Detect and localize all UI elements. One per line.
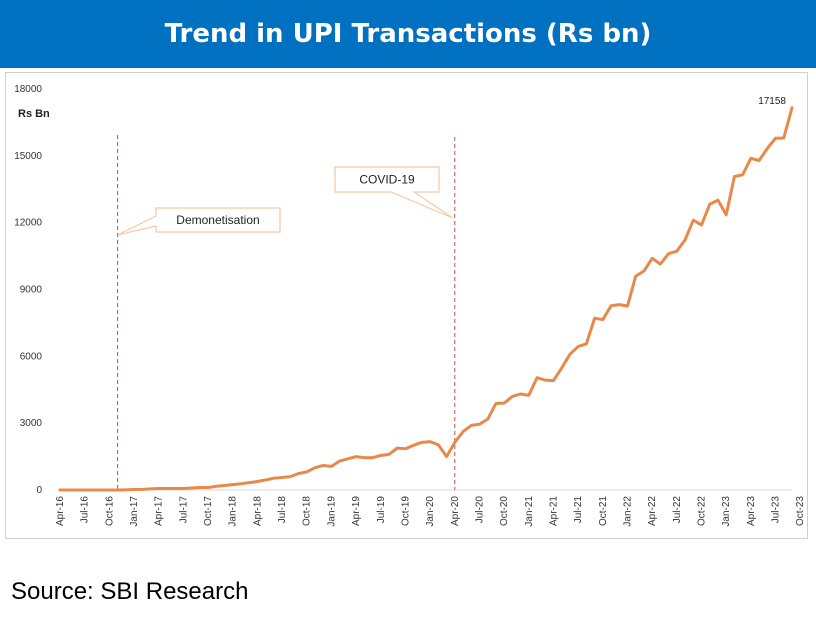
x-tick-label: Apr-20 bbox=[450, 496, 461, 526]
x-tick-label: Jul-20 bbox=[474, 496, 485, 524]
x-tick-label: Jan-22 bbox=[623, 496, 634, 527]
y-tick-label: 12000 bbox=[14, 218, 42, 229]
x-tick-label: Oct-22 bbox=[697, 496, 708, 526]
x-tick-label: Jul-22 bbox=[672, 496, 683, 524]
x-tick-label: Jan-18 bbox=[228, 496, 239, 527]
y-tick-label: 9000 bbox=[20, 285, 43, 296]
upi-line-chart: 0 3000 6000 9000 12000 15000 18000 Rs Bn Apr-16 J… bbox=[14, 84, 806, 527]
y-tick-label: 6000 bbox=[20, 351, 43, 362]
x-tick-label: Oct-18 bbox=[302, 496, 313, 526]
series-line bbox=[58, 106, 794, 492]
data-label: 17158 bbox=[758, 96, 786, 107]
x-tick-label: Jan-17 bbox=[129, 496, 140, 527]
y-tick-label: 18000 bbox=[14, 84, 42, 95]
x-tick-label: Oct-17 bbox=[203, 496, 214, 526]
x-tick-label: Apr-23 bbox=[746, 496, 757, 526]
x-tick-label: Apr-19 bbox=[351, 496, 362, 526]
x-tick-label: Jul-23 bbox=[771, 496, 782, 524]
x-tick-label: Jan-21 bbox=[524, 496, 535, 527]
annotation-label: COVID-19 bbox=[359, 173, 415, 187]
source-note: Source: SBI Research bbox=[11, 578, 249, 605]
x-tick-label: Jul-17 bbox=[178, 496, 189, 524]
x-tick-label: Oct-16 bbox=[104, 496, 115, 526]
x-tick-label: Apr-22 bbox=[647, 496, 658, 526]
x-tick-label: Apr-21 bbox=[548, 496, 559, 526]
x-tick-label: Jul-18 bbox=[277, 496, 288, 524]
x-tick-label: Jul-16 bbox=[80, 496, 91, 524]
callout-box bbox=[334, 166, 454, 219]
x-tick-label: Jan-19 bbox=[326, 496, 337, 527]
x-tick-label: Jul-19 bbox=[376, 496, 387, 524]
y-tick-label: 0 bbox=[36, 485, 42, 496]
chart-frame: 0 3000 6000 9000 12000 15000 18000 Rs Bn Apr-16 J… bbox=[5, 72, 808, 539]
y-axis-label: Rs Bn bbox=[18, 108, 50, 120]
x-tick-label: Apr-17 bbox=[154, 496, 165, 526]
y-tick-label: 15000 bbox=[14, 151, 42, 162]
x-tick-label: Jan-20 bbox=[425, 496, 436, 527]
x-tick-label: Oct-23 bbox=[795, 496, 806, 526]
x-tick-label: Apr-16 bbox=[55, 496, 66, 526]
x-tick-label: Jan-23 bbox=[721, 496, 732, 527]
callout-box bbox=[117, 207, 281, 236]
annotation-label: Demonetisation bbox=[176, 213, 259, 227]
chart-title: Trend in UPI Transactions (Rs bn) bbox=[164, 19, 652, 49]
y-tick-label: 3000 bbox=[20, 418, 43, 429]
chart-title-banner: Trend in UPI Transactions (Rs bn) bbox=[0, 0, 816, 68]
x-tick-label: Oct-19 bbox=[400, 496, 411, 526]
x-tick-label: Jul-21 bbox=[573, 496, 584, 524]
x-tick-label: Oct-20 bbox=[499, 496, 510, 526]
x-tick-label: Apr-18 bbox=[252, 496, 263, 526]
x-tick-label: Oct-21 bbox=[598, 496, 609, 526]
